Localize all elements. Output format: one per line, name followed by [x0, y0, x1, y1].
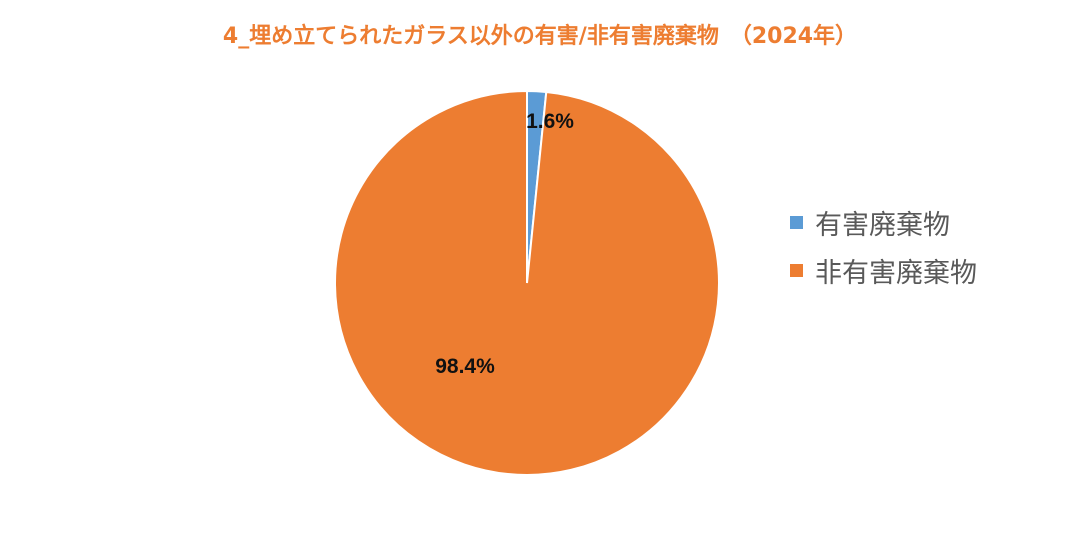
- legend-label: 有害廃棄物: [815, 209, 950, 241]
- chart-title: 4_埋め立てられたガラス以外の有害/非有害廃棄物 （2024年）: [222, 24, 858, 49]
- legend-swatch: [790, 263, 803, 277]
- legend: 有害廃棄物 非有害廃棄物: [790, 198, 977, 294]
- legend-label: 非有害廃棄物: [815, 257, 977, 289]
- data-label: 1.6%: [526, 110, 574, 133]
- legend-swatch: [790, 215, 803, 229]
- legend-item: 非有害廃棄物: [790, 246, 977, 294]
- legend-item: 有害廃棄物: [790, 198, 977, 246]
- data-label: 98.4%: [435, 355, 495, 378]
- pie-slice: [334, 89, 720, 476]
